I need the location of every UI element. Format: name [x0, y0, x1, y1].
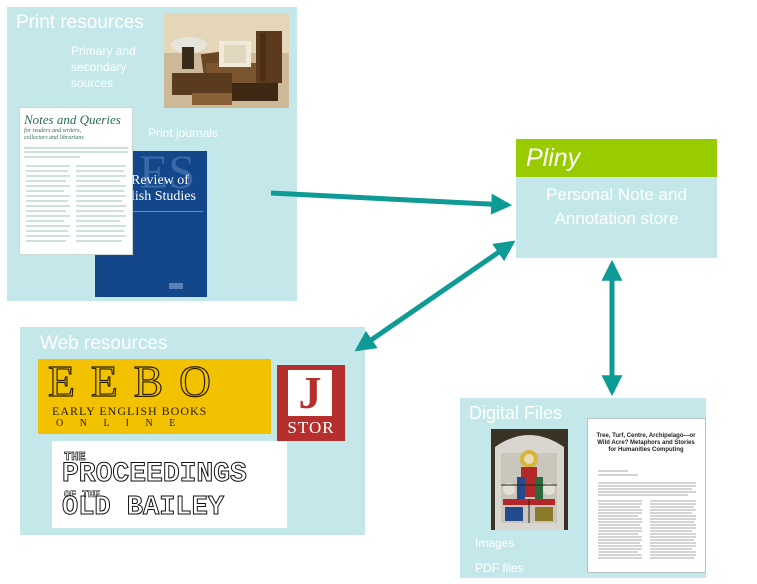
res-cover-rule: [131, 211, 203, 212]
jstor-logo: J STOR: [277, 365, 345, 441]
nq-title: Notes and Queries: [24, 112, 121, 127]
jstor-inner-square: [288, 370, 332, 416]
res-cover-emblem: [169, 283, 183, 289]
print-to-pliny-arrow: [270, 190, 513, 215]
nq-subtitle: for readers and writers, collectors and …: [24, 128, 84, 141]
pdf-files-label: PDF files: [475, 561, 524, 575]
web-resources-title: Web resources: [40, 333, 168, 354]
antique-books-photo: [164, 13, 289, 108]
eebo-subtitle-2: O N L I N E: [56, 418, 183, 429]
pliny-store-label: Personal Note and Annotation store: [546, 185, 687, 228]
old-bailey-of-the: OF THE: [64, 490, 101, 502]
pliny-header: [516, 139, 717, 177]
print-journals-label: Print journals: [148, 126, 219, 140]
stained-glass-image: [491, 429, 568, 530]
jstor-name: STOR: [287, 418, 335, 437]
print-resources-title: Print resources: [16, 12, 144, 33]
res-cover-line2: lish Studies: [131, 189, 196, 204]
old-bailey-proceedings: PROCEEDINGS: [62, 459, 248, 491]
eebo-main-text: EEBO: [47, 359, 227, 406]
eebo-subtitle-1: EARLY ENGLISH BOOKS: [52, 404, 208, 418]
old-bailey-old-bailey: OLD BAILEY: [61, 493, 225, 524]
eebo-logo: EEBO EARLY ENGLISH BOOKS O N L I N E: [38, 359, 271, 434]
web-pliny-arrow: [354, 240, 516, 352]
notes-and-queries-page: Notes and Queries for readers and writer…: [19, 107, 133, 255]
res-cover-line1: Review of: [131, 173, 189, 188]
old-bailey-logo: THE PROCEEDINGS OF THE OLD BAILEY: [52, 441, 287, 528]
pdf-paper-image: Tree, Turf, Centre, Archipelago—or Wild …: [587, 418, 706, 573]
pliny-store-panel: [516, 177, 717, 258]
pliny-title: Pliny: [526, 144, 581, 172]
primary-sources-label: Primary and secondary sources: [71, 44, 136, 90]
jstor-letter: J: [298, 367, 322, 418]
images-label: Images: [475, 536, 515, 550]
old-bailey-the: THE: [64, 450, 86, 465]
res-cover-logo: ES: [139, 151, 196, 199]
pdf-paper-title: Tree, Turf, Centre, Archipelago—or Wild …: [596, 433, 696, 453]
digital-files-title: Digital Files: [469, 403, 563, 423]
